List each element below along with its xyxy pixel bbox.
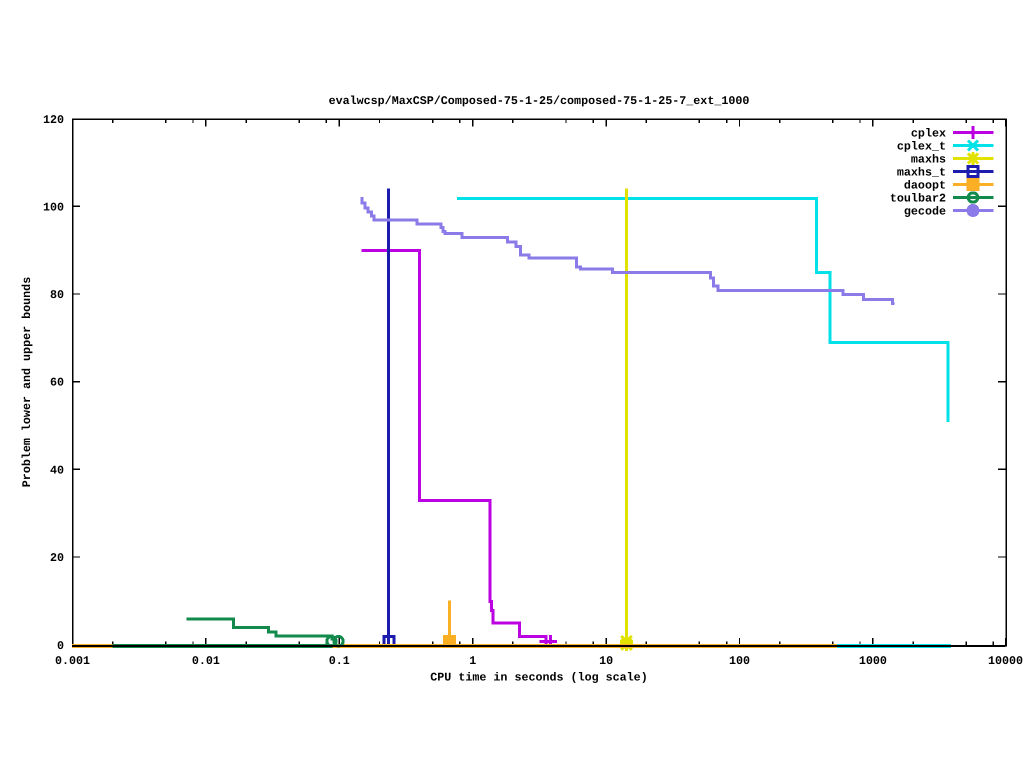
svg-text:Problem lower and upper bounds: Problem lower and upper bounds bbox=[20, 277, 34, 487]
svg-text:evalwcsp/MaxCSP/Composed-75-1-: evalwcsp/MaxCSP/Composed-75-1-25/compose… bbox=[329, 94, 750, 108]
svg-text:10000: 10000 bbox=[988, 654, 1023, 668]
svg-text:CPU time in seconds (log scale: CPU time in seconds (log scale) bbox=[430, 671, 647, 685]
svg-text:0: 0 bbox=[57, 639, 64, 653]
svg-text:1: 1 bbox=[469, 654, 476, 668]
svg-text:80: 80 bbox=[50, 288, 64, 302]
svg-text:10: 10 bbox=[599, 654, 613, 668]
svg-text:60: 60 bbox=[50, 376, 64, 390]
svg-text:40: 40 bbox=[50, 463, 64, 477]
svg-text:100: 100 bbox=[43, 200, 64, 214]
svg-text:20: 20 bbox=[50, 551, 64, 565]
svg-text:1000: 1000 bbox=[859, 654, 887, 668]
svg-text:cplex_t: cplex_t bbox=[897, 140, 946, 154]
svg-text:daoopt: daoopt bbox=[904, 179, 946, 193]
svg-text:100: 100 bbox=[729, 654, 750, 668]
svg-text:0.001: 0.001 bbox=[55, 654, 90, 668]
svg-text:cplex: cplex bbox=[911, 127, 946, 141]
svg-text:120: 120 bbox=[43, 113, 64, 127]
svg-text:0.1: 0.1 bbox=[329, 654, 350, 668]
svg-text:0.01: 0.01 bbox=[192, 654, 220, 668]
svg-text:maxhs: maxhs bbox=[911, 153, 946, 167]
svg-text:gecode: gecode bbox=[904, 205, 946, 219]
svg-text:maxhs_t: maxhs_t bbox=[897, 166, 946, 180]
svg-text:toulbar2: toulbar2 bbox=[890, 192, 946, 206]
